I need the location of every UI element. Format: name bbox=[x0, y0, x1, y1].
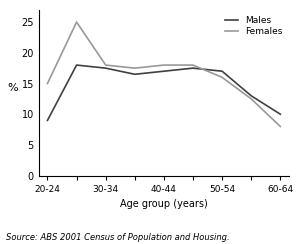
Text: Source: ABS 2001 Census of Population and Housing.: Source: ABS 2001 Census of Population an… bbox=[6, 233, 229, 242]
X-axis label: Age group (years): Age group (years) bbox=[120, 199, 208, 209]
Line: Males: Males bbox=[47, 65, 280, 120]
Males bbox=[191, 67, 195, 70]
Legend: Males, Females: Males, Females bbox=[223, 14, 285, 38]
Males bbox=[104, 67, 108, 70]
Males bbox=[75, 64, 78, 67]
Line: Females: Females bbox=[47, 22, 280, 127]
Females bbox=[249, 97, 253, 100]
Males bbox=[133, 73, 136, 76]
Females bbox=[279, 125, 282, 128]
Females bbox=[162, 64, 166, 67]
Females bbox=[75, 20, 78, 23]
Males bbox=[162, 70, 166, 73]
Y-axis label: %: % bbox=[8, 83, 18, 93]
Males bbox=[279, 113, 282, 116]
Females bbox=[104, 64, 108, 67]
Males bbox=[220, 70, 224, 73]
Females bbox=[220, 76, 224, 79]
Females bbox=[46, 82, 49, 85]
Males bbox=[249, 94, 253, 97]
Females bbox=[191, 64, 195, 67]
Females bbox=[133, 67, 136, 70]
Males bbox=[46, 119, 49, 122]
